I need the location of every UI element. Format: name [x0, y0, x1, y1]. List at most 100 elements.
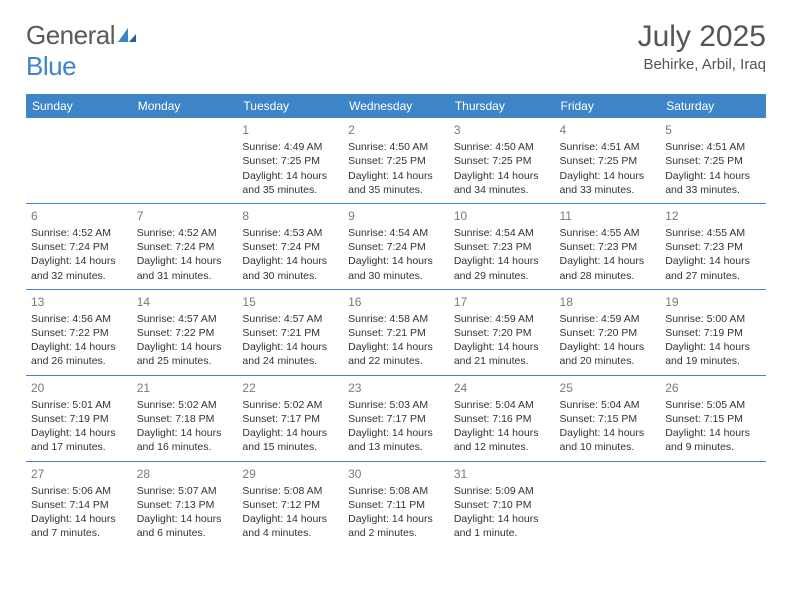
day-cell: 29Sunrise: 5:08 AMSunset: 7:12 PMDayligh…	[237, 461, 343, 546]
logo-text: GeneralBlue	[26, 20, 138, 82]
sunset-line: Sunset: 7:23 PM	[454, 240, 550, 254]
day-number: 10	[454, 208, 550, 224]
sunset-line: Sunset: 7:17 PM	[242, 412, 338, 426]
day-number: 12	[665, 208, 761, 224]
sunrise-line: Sunrise: 4:56 AM	[31, 312, 127, 326]
sunset-line: Sunset: 7:25 PM	[454, 154, 550, 168]
sunrise-line: Sunrise: 5:00 AM	[665, 312, 761, 326]
daylight-line: Daylight: 14 hours and 33 minutes.	[665, 169, 761, 197]
day-number: 20	[31, 380, 127, 396]
sunset-line: Sunset: 7:18 PM	[137, 412, 233, 426]
sunset-line: Sunset: 7:24 PM	[348, 240, 444, 254]
calendar-table: SundayMondayTuesdayWednesdayThursdayFrid…	[26, 94, 766, 546]
day-cell: 9Sunrise: 4:54 AMSunset: 7:24 PMDaylight…	[343, 203, 449, 289]
sunset-line: Sunset: 7:16 PM	[454, 412, 550, 426]
day-cell: 25Sunrise: 5:04 AMSunset: 7:15 PMDayligh…	[555, 375, 661, 461]
daylight-line: Daylight: 14 hours and 13 minutes.	[348, 426, 444, 454]
daylight-line: Daylight: 14 hours and 33 minutes.	[560, 169, 656, 197]
daylight-line: Daylight: 14 hours and 26 minutes.	[31, 340, 127, 368]
sunset-line: Sunset: 7:19 PM	[665, 326, 761, 340]
sail-icon	[116, 20, 138, 51]
daylight-line: Daylight: 14 hours and 17 minutes.	[31, 426, 127, 454]
sunrise-line: Sunrise: 4:59 AM	[560, 312, 656, 326]
daylight-line: Daylight: 14 hours and 29 minutes.	[454, 254, 550, 282]
sunrise-line: Sunrise: 4:58 AM	[348, 312, 444, 326]
day-number: 29	[242, 466, 338, 482]
daylight-line: Daylight: 14 hours and 4 minutes.	[242, 512, 338, 540]
day-number: 19	[665, 294, 761, 310]
sunrise-line: Sunrise: 5:02 AM	[242, 398, 338, 412]
daylight-line: Daylight: 14 hours and 30 minutes.	[348, 254, 444, 282]
sunset-line: Sunset: 7:13 PM	[137, 498, 233, 512]
day-number: 14	[137, 294, 233, 310]
sunrise-line: Sunrise: 4:50 AM	[348, 140, 444, 154]
daylight-line: Daylight: 14 hours and 24 minutes.	[242, 340, 338, 368]
day-cell: 30Sunrise: 5:08 AMSunset: 7:11 PMDayligh…	[343, 461, 449, 546]
sunset-line: Sunset: 7:12 PM	[242, 498, 338, 512]
sunset-line: Sunset: 7:25 PM	[560, 154, 656, 168]
logo-word1: General	[26, 20, 115, 50]
sunrise-line: Sunrise: 5:04 AM	[454, 398, 550, 412]
header: GeneralBlue July 2025 Behirke, Arbil, Ir…	[26, 20, 766, 82]
day-cell: 1Sunrise: 4:49 AMSunset: 7:25 PMDaylight…	[237, 118, 343, 203]
sunset-line: Sunset: 7:24 PM	[242, 240, 338, 254]
sunrise-line: Sunrise: 4:50 AM	[454, 140, 550, 154]
sunset-line: Sunset: 7:25 PM	[242, 154, 338, 168]
title-block: July 2025 Behirke, Arbil, Iraq	[638, 20, 766, 73]
daylight-line: Daylight: 14 hours and 7 minutes.	[31, 512, 127, 540]
day-cell: 27Sunrise: 5:06 AMSunset: 7:14 PMDayligh…	[26, 461, 132, 546]
daylight-line: Daylight: 14 hours and 16 minutes.	[137, 426, 233, 454]
weekday-header: Saturday	[660, 94, 766, 118]
daylight-line: Daylight: 14 hours and 21 minutes.	[454, 340, 550, 368]
day-cell: 3Sunrise: 4:50 AMSunset: 7:25 PMDaylight…	[449, 118, 555, 203]
sunset-line: Sunset: 7:25 PM	[348, 154, 444, 168]
day-cell: 4Sunrise: 4:51 AMSunset: 7:25 PMDaylight…	[555, 118, 661, 203]
calendar-page: GeneralBlue July 2025 Behirke, Arbil, Ir…	[0, 0, 792, 556]
day-number: 11	[560, 208, 656, 224]
sunset-line: Sunset: 7:24 PM	[137, 240, 233, 254]
day-number: 26	[665, 380, 761, 396]
day-cell: 11Sunrise: 4:55 AMSunset: 7:23 PMDayligh…	[555, 203, 661, 289]
day-number: 30	[348, 466, 444, 482]
sunrise-line: Sunrise: 4:53 AM	[242, 226, 338, 240]
day-cell: 15Sunrise: 4:57 AMSunset: 7:21 PMDayligh…	[237, 289, 343, 375]
location: Behirke, Arbil, Iraq	[638, 56, 766, 73]
sunrise-line: Sunrise: 5:06 AM	[31, 484, 127, 498]
sunset-line: Sunset: 7:23 PM	[560, 240, 656, 254]
sunrise-line: Sunrise: 5:02 AM	[137, 398, 233, 412]
day-number: 23	[348, 380, 444, 396]
day-cell: 20Sunrise: 5:01 AMSunset: 7:19 PMDayligh…	[26, 375, 132, 461]
daylight-line: Daylight: 14 hours and 2 minutes.	[348, 512, 444, 540]
sunset-line: Sunset: 7:23 PM	[665, 240, 761, 254]
day-cell: 21Sunrise: 5:02 AMSunset: 7:18 PMDayligh…	[132, 375, 238, 461]
sunset-line: Sunset: 7:21 PM	[348, 326, 444, 340]
day-cell: 6Sunrise: 4:52 AMSunset: 7:24 PMDaylight…	[26, 203, 132, 289]
day-number: 17	[454, 294, 550, 310]
daylight-line: Daylight: 14 hours and 28 minutes.	[560, 254, 656, 282]
day-number: 25	[560, 380, 656, 396]
day-cell: 24Sunrise: 5:04 AMSunset: 7:16 PMDayligh…	[449, 375, 555, 461]
day-number: 5	[665, 122, 761, 138]
logo: GeneralBlue	[26, 20, 138, 82]
day-number: 7	[137, 208, 233, 224]
sunrise-line: Sunrise: 4:49 AM	[242, 140, 338, 154]
sunset-line: Sunset: 7:24 PM	[31, 240, 127, 254]
sunrise-line: Sunrise: 4:54 AM	[348, 226, 444, 240]
day-cell: 13Sunrise: 4:56 AMSunset: 7:22 PMDayligh…	[26, 289, 132, 375]
empty-cell	[26, 118, 132, 203]
day-number: 31	[454, 466, 550, 482]
sunrise-line: Sunrise: 5:03 AM	[348, 398, 444, 412]
sunset-line: Sunset: 7:15 PM	[665, 412, 761, 426]
weekday-header: Wednesday	[343, 94, 449, 118]
weekday-header: Tuesday	[237, 94, 343, 118]
daylight-line: Daylight: 14 hours and 35 minutes.	[242, 169, 338, 197]
sunrise-line: Sunrise: 4:52 AM	[137, 226, 233, 240]
empty-cell	[555, 461, 661, 546]
calendar-head: SundayMondayTuesdayWednesdayThursdayFrid…	[26, 94, 766, 118]
day-cell: 31Sunrise: 5:09 AMSunset: 7:10 PMDayligh…	[449, 461, 555, 546]
day-cell: 23Sunrise: 5:03 AMSunset: 7:17 PMDayligh…	[343, 375, 449, 461]
day-number: 27	[31, 466, 127, 482]
day-number: 22	[242, 380, 338, 396]
weekday-header: Friday	[555, 94, 661, 118]
day-cell: 7Sunrise: 4:52 AMSunset: 7:24 PMDaylight…	[132, 203, 238, 289]
